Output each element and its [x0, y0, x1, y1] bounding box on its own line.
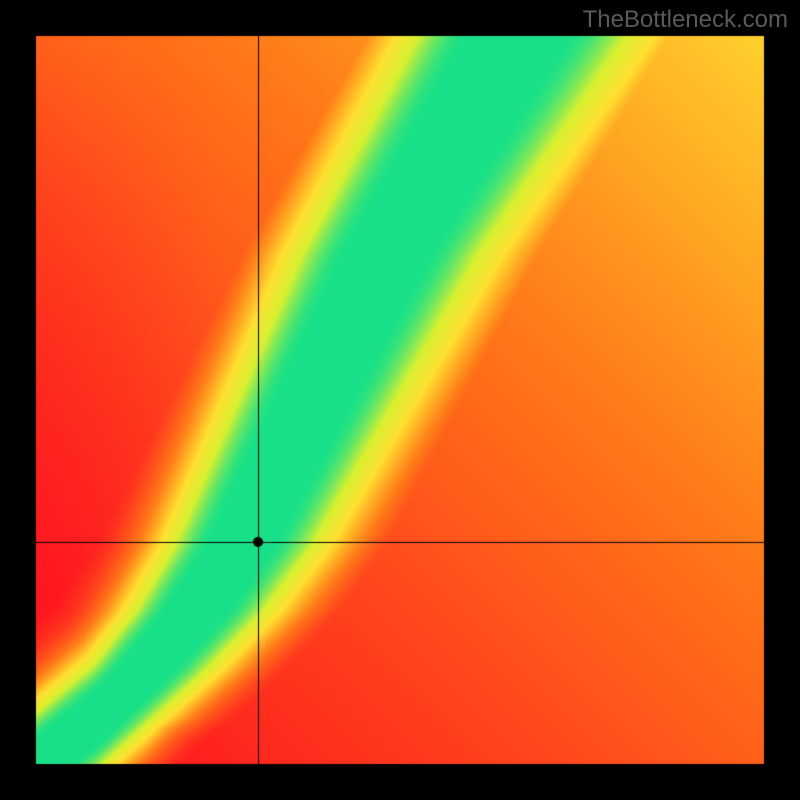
watermark-text: TheBottleneck.com — [583, 6, 788, 34]
heatmap-canvas — [0, 0, 800, 800]
chart-container: TheBottleneck.com — [0, 0, 800, 800]
